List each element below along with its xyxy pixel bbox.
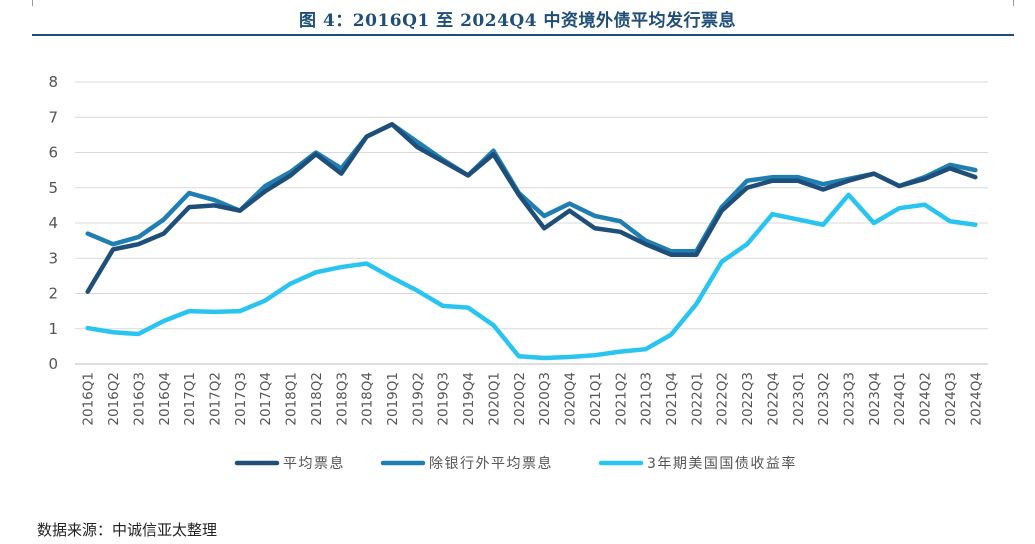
x-tick-label: 2019Q3 [436, 372, 452, 426]
x-tick-label: 2022Q2 [715, 372, 731, 426]
frame-left-edge [32, 0, 33, 6]
y-tick-label: 5 [48, 179, 58, 197]
x-tick-label: 2021Q2 [613, 372, 629, 426]
x-tick-label: 2017Q3 [233, 372, 249, 426]
x-tick-label: 2020Q1 [486, 372, 502, 426]
x-tick-label: 2019Q2 [410, 372, 426, 426]
x-tick-label: 2016Q3 [131, 372, 147, 426]
source-note: 数据来源：中诚信亚太整理 [37, 521, 218, 539]
x-tick-label: 2024Q2 [918, 372, 934, 426]
x-tick-label: 2023Q2 [816, 372, 832, 426]
y-tick-label: 4 [48, 214, 58, 232]
x-tick-label: 2020Q2 [512, 372, 528, 426]
x-tick-label: 2016Q1 [81, 372, 97, 426]
legend-label: 除银行外平均票息 [429, 455, 553, 472]
x-tick-label: 2021Q4 [664, 372, 680, 426]
x-tick-label: 2018Q4 [360, 372, 376, 426]
x-tick-label: 2018Q3 [334, 372, 350, 426]
x-tick-label: 2024Q1 [892, 372, 908, 426]
x-tick-label: 2023Q3 [842, 372, 858, 426]
y-tick-label: 7 [48, 108, 58, 126]
x-tick-label: 2024Q3 [943, 372, 959, 426]
chart-title: 图 4：2016Q1 至 2024Q4 中资境外债平均发行票息 [299, 11, 736, 31]
x-tick-label: 2022Q1 [689, 372, 705, 426]
x-tick-label: 2023Q1 [791, 372, 807, 426]
y-tick-label: 8 [48, 73, 58, 91]
x-tick-label: 2021Q3 [639, 372, 655, 426]
y-tick-label: 3 [48, 249, 58, 267]
x-tick-label: 2020Q3 [537, 372, 553, 426]
y-tick-label: 2 [48, 285, 58, 303]
x-tick-label: 2017Q1 [182, 372, 198, 426]
x-tick-label: 2022Q4 [765, 372, 781, 426]
title-rule [32, 34, 1014, 36]
x-tick-label: 2024Q4 [968, 372, 984, 426]
x-tick-label: 2018Q1 [284, 372, 300, 426]
x-tick-label: 2020Q4 [563, 372, 579, 426]
line-chart: 0 1 2 3 4 5 6 7 8 2016Q1 2016Q2 2016Q3 2016Q4 2017Q1 2… [48, 73, 988, 472]
y-tick-label: 0 [48, 355, 58, 373]
y-tick-label: 1 [48, 320, 58, 338]
x-tick-label: 2016Q4 [157, 372, 173, 426]
x-tick-label: 2019Q4 [461, 372, 477, 426]
series-line-3 [85, 192, 978, 361]
y-tick-label: 6 [48, 144, 58, 162]
legend-label: 平均票息 [283, 455, 345, 472]
x-tick-label: 2019Q1 [385, 372, 401, 426]
x-tick-label: 2022Q3 [740, 372, 756, 426]
x-tick-label: 2017Q4 [258, 372, 274, 426]
x-tick-label: 2018Q2 [309, 372, 325, 426]
legend-label: 3年期美国国债收益率 [647, 455, 797, 472]
x-tick-label: 2017Q2 [207, 372, 223, 426]
x-tick-label: 2021Q1 [588, 372, 604, 426]
frame-right-edge [1013, 0, 1014, 6]
series-line-1 [85, 122, 978, 294]
x-tick-label: 2016Q2 [106, 372, 122, 426]
x-tick-label: 2023Q4 [867, 372, 883, 426]
